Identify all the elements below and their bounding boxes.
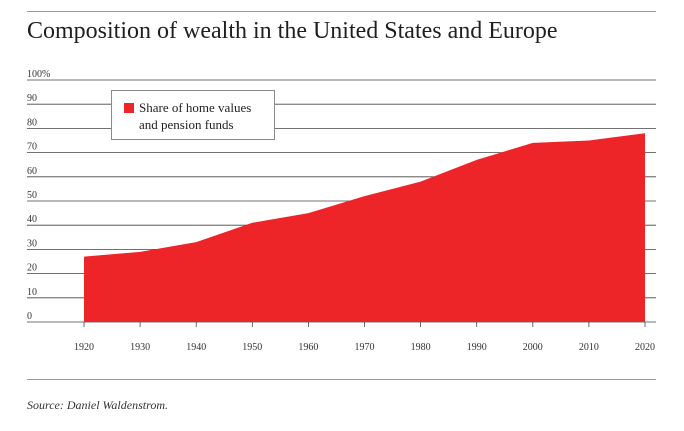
y-tick-label: 90	[27, 93, 37, 104]
bottom-rule	[27, 379, 656, 380]
top-rule	[27, 11, 656, 12]
x-tick-label: 2000	[523, 342, 543, 353]
legend-label: Share of home values and pension funds	[139, 99, 269, 133]
y-tick-label: 60	[27, 166, 37, 177]
x-tick-label: 2020	[635, 342, 655, 353]
area-series-home-pension-share	[84, 133, 645, 322]
x-tick-label: 1990	[467, 342, 487, 353]
y-tick-label: 70	[27, 142, 37, 153]
y-tick-label: 20	[27, 263, 37, 274]
x-axis-ticks: 1920 1930 1940 1950 1960 1970 1980 1990 2000 2010…	[74, 322, 655, 353]
x-tick-label: 1980	[411, 342, 431, 353]
y-axis-ticks: 0 10 20 30 40 50 60 70 80 90 100%	[27, 69, 50, 322]
y-tick-label: 30	[27, 238, 37, 249]
y-tick-label: 40	[27, 214, 37, 225]
source-note: Source: Daniel Waldenstrom.	[27, 398, 168, 412]
x-tick-label: 1930	[130, 342, 150, 353]
x-tick-label: 1970	[355, 342, 375, 353]
x-tick-label: 1940	[186, 342, 206, 353]
area-layer	[83, 133, 646, 322]
x-tick-label: 2010	[579, 342, 599, 353]
y-tick-label: 80	[27, 117, 37, 128]
legend-swatch	[124, 103, 134, 113]
chart-title: Composition of wealth in the United Stat…	[27, 18, 558, 44]
x-tick-label: 1920	[74, 342, 94, 353]
legend: Share of home values and pension funds	[111, 90, 275, 140]
legend-label-line-2: and pension funds	[139, 117, 234, 132]
x-tick-label: 1960	[298, 342, 318, 353]
y-tick-label: 100%	[27, 69, 50, 80]
legend-label-line-1: Share of home values	[139, 100, 252, 115]
y-tick-label: 10	[27, 287, 37, 298]
y-tick-label: 0	[27, 311, 32, 322]
y-tick-label: 50	[27, 190, 37, 201]
x-tick-label: 1950	[242, 342, 262, 353]
